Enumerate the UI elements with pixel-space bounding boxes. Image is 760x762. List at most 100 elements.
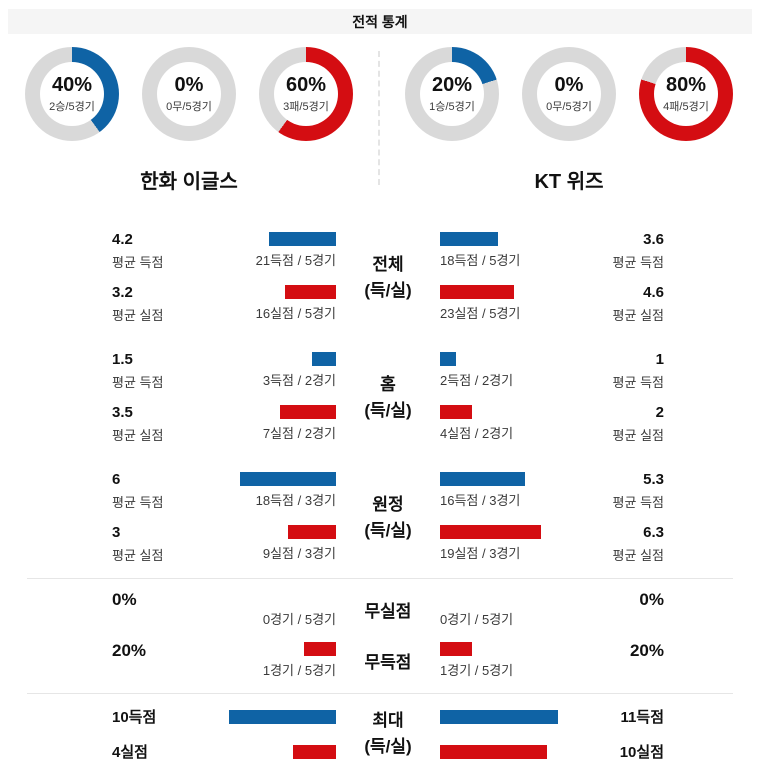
score-bar xyxy=(440,525,541,539)
avg-stat: 2 평균 실점 xyxy=(576,405,664,444)
avg-label: 평균 득점 xyxy=(612,375,664,390)
max-bar xyxy=(293,744,336,759)
bar-label: 1경기 / 5경기 xyxy=(440,663,514,678)
score-bar xyxy=(440,405,472,419)
avg-label: 평균 실점 xyxy=(612,548,664,563)
donut-percent: 20% xyxy=(431,74,473,96)
bar-cell: 0경기 / 5경기 xyxy=(440,591,576,628)
avg-stat: 3 평균 실점 xyxy=(112,525,200,564)
donut-percent: 60% xyxy=(285,74,327,96)
avg-stat: 3.5 평균 실점 xyxy=(112,405,200,444)
bar-label: 4실점 / 2경기 xyxy=(440,426,514,441)
max-value-label: 10실점 xyxy=(619,744,664,761)
max-value-label: 4실점 xyxy=(112,744,148,761)
section-center-label: 원정 (득/실) xyxy=(364,494,412,540)
bar-cell: 16득점 / 3경기 xyxy=(440,472,576,511)
loss-rate-donut-right: 80% 4패/5경기 xyxy=(639,47,733,141)
win-rate-donut-right: 20% 1승/5경기 xyxy=(405,47,499,141)
avg-value: 6 xyxy=(112,471,121,488)
donut-sub-label: 2승/5경기 xyxy=(49,101,95,113)
avg-stat: 6.3 평균 실점 xyxy=(576,525,664,564)
donut-sub-label: 3패/5경기 xyxy=(283,101,329,113)
section-center-label: 전체 (득/실) xyxy=(364,254,412,300)
donut-sub-label: 4패/5경기 xyxy=(663,101,709,113)
team-name-left: 한화 이글스 xyxy=(140,171,238,193)
max-bar xyxy=(440,744,547,759)
team-name-right: KT 위즈 xyxy=(534,171,604,193)
draw-rate-donut-left: 0% 0무/5경기 xyxy=(142,47,236,141)
avg-stat: 3.2 평균 실점 xyxy=(112,285,200,324)
avg-stat: 4.2 평균 득점 xyxy=(112,232,200,271)
avg-label: 평균 실점 xyxy=(112,308,164,323)
section-away: 6 평균 득점 18득점 / 3경기 원정 (득/실) 16득점 / 3경기 5… xyxy=(0,472,760,564)
percent-value: 20% xyxy=(112,641,147,660)
donut-sub-label: 0무/5경기 xyxy=(166,101,212,113)
donut-percent: 80% xyxy=(665,74,707,96)
avg-stat: 6 평균 득점 xyxy=(112,472,200,511)
score-bar xyxy=(312,352,336,366)
bar-cell: 0경기 / 5경기 xyxy=(200,591,336,628)
avg-stat: 1 평균 득점 xyxy=(576,352,664,391)
percent-value: 0% xyxy=(112,590,137,609)
avg-value: 3 xyxy=(112,524,121,541)
bar-cell: 4실점 / 2경기 xyxy=(440,405,576,444)
percent-bar xyxy=(440,642,472,656)
avg-label: 평균 실점 xyxy=(612,428,664,443)
avg-value: 3.6 xyxy=(643,231,664,248)
bar-cell: 1경기 / 5경기 xyxy=(440,642,576,679)
win-rate-donut-left: 40% 2승/5경기 xyxy=(25,47,119,141)
bar-cell: 23실점 / 5경기 xyxy=(440,285,576,324)
bar-cell: 21득점 / 5경기 xyxy=(200,232,336,271)
avg-label: 평균 득점 xyxy=(112,375,164,390)
vertical-divider xyxy=(378,51,380,185)
avg-value: 5.3 xyxy=(643,471,664,488)
max-bar xyxy=(229,709,336,724)
avg-label: 평균 실점 xyxy=(112,548,164,563)
page-title: 전적 통계 xyxy=(352,13,408,30)
avg-label: 평균 득점 xyxy=(612,255,664,270)
donut-area: 40% 2승/5경기 0% 0무/5경기 60% 3패/5경기 한화 이글스 xyxy=(0,47,760,194)
bar-label: 16득점 / 3경기 xyxy=(440,493,521,508)
bar-cell: 16실점 / 5경기 xyxy=(200,285,336,324)
loss-rate-donut-left: 60% 3패/5경기 xyxy=(259,47,353,141)
bar-cell xyxy=(440,744,576,759)
section-home: 1.5 평균 득점 3득점 / 2경기 홈 (득/실) 2득점 / 2경기 1 … xyxy=(0,352,760,444)
avg-label: 평균 실점 xyxy=(112,428,164,443)
score-bar xyxy=(440,285,514,299)
percent-value: 20% xyxy=(629,641,664,660)
bar-label: 18득점 / 3경기 xyxy=(255,493,336,508)
bar-label: 9실점 / 3경기 xyxy=(262,546,336,561)
draw-rate-donut-right: 0% 0무/5경기 xyxy=(522,47,616,141)
donut-sub-label: 1승/5경기 xyxy=(429,101,475,113)
percent-value: 0% xyxy=(639,590,664,609)
avg-label: 평균 득점 xyxy=(112,495,164,510)
avg-stat: 3.6 평균 득점 xyxy=(576,232,664,271)
section-max: 10득점 최대 (득/실) 11득점 4실점 10실점 xyxy=(0,706,760,762)
bar-label: 3득점 / 2경기 xyxy=(262,373,336,388)
avg-stat: 4.6 평균 실점 xyxy=(576,285,664,324)
donut-percent: 0% xyxy=(174,74,204,96)
bar-label: 2득점 / 2경기 xyxy=(440,373,514,388)
section-divider xyxy=(27,578,733,579)
bar-label: 23실점 / 5경기 xyxy=(440,306,521,321)
bar-label: 0경기 / 5경기 xyxy=(262,612,336,627)
bar-label: 18득점 / 5경기 xyxy=(440,253,521,268)
bar-label: 16실점 / 5경기 xyxy=(255,306,336,321)
row-center-label: 무득점 xyxy=(364,653,412,672)
donut-percent: 40% xyxy=(51,74,93,96)
comparison-stats: 4.2 평균 득점 21득점 / 5경기 전체 (득/실) 18득점 / 5경기… xyxy=(0,232,760,762)
bar-cell xyxy=(200,709,336,724)
max-value-label: 10득점 xyxy=(112,709,157,726)
header-bar: 전적 통계 xyxy=(8,9,752,34)
bar-cell: 3득점 / 2경기 xyxy=(200,352,336,391)
avg-value: 2 xyxy=(655,404,664,421)
bar-cell: 7실점 / 2경기 xyxy=(200,405,336,444)
section-shutout: 0% 0경기 / 5경기 무실점 0경기 / 5경기 0% 20% 1경기 / … xyxy=(0,591,760,679)
max-value-label: 11득점 xyxy=(620,709,664,726)
section-divider xyxy=(27,693,733,694)
score-bar xyxy=(285,285,336,299)
avg-value: 3.5 xyxy=(112,404,133,421)
section-total: 4.2 평균 득점 21득점 / 5경기 전체 (득/실) 18득점 / 5경기… xyxy=(0,232,760,324)
bar-cell: 2득점 / 2경기 xyxy=(440,352,576,391)
bar-cell xyxy=(200,744,336,759)
